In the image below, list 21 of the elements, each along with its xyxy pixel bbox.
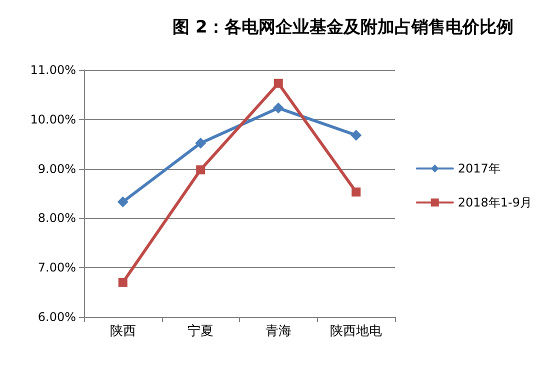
- legend-label: 2017年: [458, 162, 500, 176]
- y-tick-label: 9.00%: [38, 162, 76, 176]
- point: [196, 165, 206, 174]
- x-tick-label: 陕西地电: [330, 324, 382, 339]
- point: [272, 102, 284, 114]
- point: [274, 78, 283, 88]
- y-tick-label: 10.00%: [30, 112, 76, 126]
- point: [195, 138, 206, 149]
- point: [117, 196, 128, 208]
- point: [118, 278, 128, 287]
- legend-label: 2018年1-9月: [458, 196, 532, 210]
- x-tick-label: 陕西: [110, 324, 136, 339]
- chart-title: 图 2：各电网企业基金及附加占销售电价比例: [172, 18, 514, 38]
- y-tick-label: 8.00%: [38, 211, 76, 226]
- point: [350, 130, 362, 141]
- y-tick-label: 6.00%: [38, 310, 76, 324]
- y-tick-label: 7.00%: [38, 260, 76, 275]
- x-tick-label: 宁夏: [188, 323, 214, 339]
- y-tick-label: 11.00%: [30, 63, 76, 77]
- point: [352, 188, 361, 197]
- x-tick-label: 青海: [265, 324, 292, 339]
